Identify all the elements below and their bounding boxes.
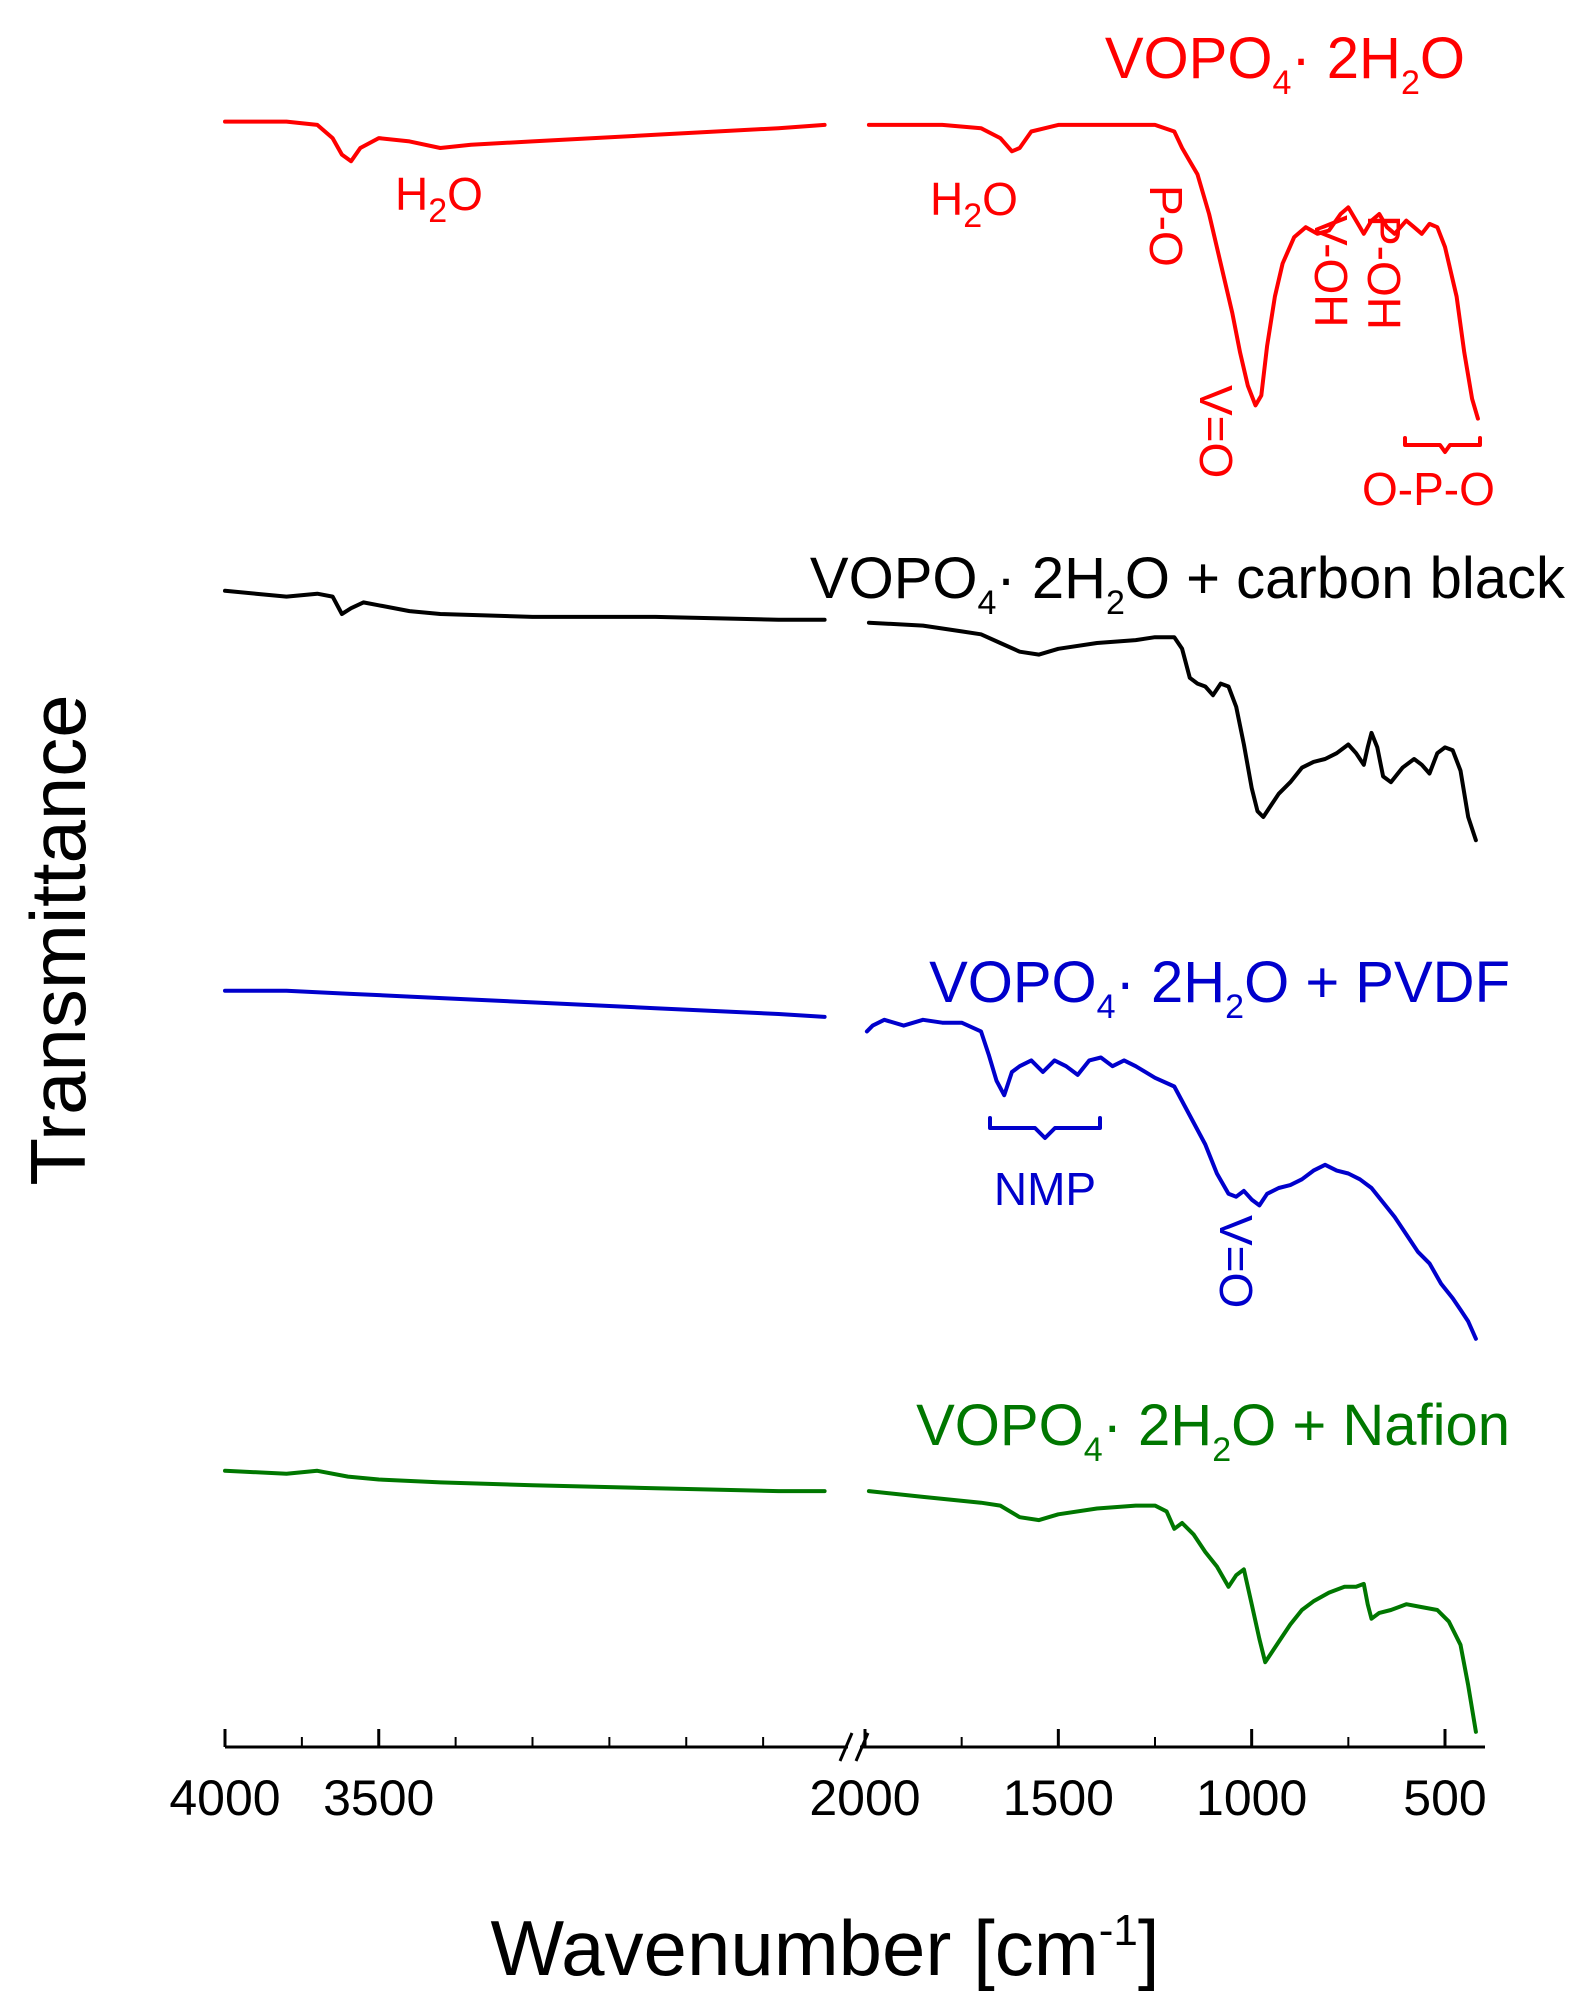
- y-axis-title: Transmittance: [14, 694, 102, 1185]
- series-label-text: O + carbon black: [1125, 546, 1566, 611]
- x-tick-label: 2000: [809, 1770, 920, 1826]
- series-line-2-R: [864, 1017, 1478, 1341]
- series-line-0-R: [866, 122, 1480, 421]
- series-line-3-R: [866, 1489, 1478, 1734]
- series-label-sub: 4: [1272, 64, 1291, 102]
- x-tick-label: 4000: [169, 1770, 280, 1826]
- x-tick-label: 3500: [323, 1770, 434, 1826]
- series-label-sub: 2: [1401, 64, 1420, 102]
- series-label-text: O + Nafion: [1231, 1393, 1510, 1458]
- series-label-sub: 2: [1212, 1431, 1231, 1469]
- annotation-red-0: H2O: [395, 168, 483, 230]
- spectra-group: [223, 119, 1480, 1734]
- series-line-2-L: [223, 988, 827, 1019]
- series-label-0: VOPO4· 2H2O: [1105, 26, 1465, 102]
- x-tick-label: 1000: [1196, 1770, 1307, 1826]
- series-label-text: O + PVDF: [1244, 950, 1510, 1015]
- annotation-red-5: P-OH: [1358, 215, 1410, 330]
- annotation-blue-0: NMP: [994, 1163, 1096, 1215]
- annotation-red-1: H2O: [930, 173, 1018, 235]
- annotation-red-2: P-O: [1140, 185, 1192, 267]
- series-label-sub: 4: [978, 584, 997, 622]
- series-label-text: O: [1420, 26, 1465, 91]
- series-label-sub: 4: [1084, 1431, 1103, 1469]
- series-label-text: VOPO: [929, 950, 1097, 1015]
- brace-red-opo: [1403, 436, 1482, 454]
- series-label-sub: 2: [1106, 584, 1125, 622]
- series-label-text: · 2H: [1116, 950, 1226, 1015]
- series-label-text: VOPO: [916, 1393, 1084, 1458]
- series-line-1-R: [866, 620, 1478, 843]
- annotation-red-6: O-P-O: [1362, 463, 1495, 515]
- series-line-0-L: [223, 119, 827, 164]
- series-label-text: VOPO: [1105, 26, 1273, 91]
- series-label-text: · 2H: [1103, 1393, 1213, 1458]
- series-label-1: VOPO4· 2H2O + carbon black: [810, 546, 1566, 622]
- x-axis: 4000 3500 2000 1500 1000 500 Wavenumber [cm-1]…: [14, 694, 1487, 1992]
- x-tick-label: 500: [1403, 1770, 1486, 1826]
- axis-break-gap: [848, 1741, 860, 1753]
- x-axis-title: Wavenumber [cm-1]: [490, 1904, 1159, 1992]
- series-label-text: VOPO: [810, 546, 978, 611]
- annotation-red-3: V=O: [1190, 385, 1242, 478]
- series-label-text: · 2H: [1291, 26, 1401, 91]
- annotation-red-4: V-OH: [1305, 215, 1357, 327]
- series-line-3-L: [223, 1468, 827, 1494]
- brace-blue-nmp: [988, 1116, 1102, 1140]
- series-label-2: VOPO4· 2H2O + PVDF: [929, 950, 1510, 1026]
- series-label-sub: 4: [1097, 988, 1116, 1026]
- annotation-blue-1: V=O: [1210, 1215, 1262, 1308]
- axis-break-mark: [838, 1732, 854, 1762]
- x-tick-label: 1500: [1003, 1770, 1114, 1826]
- series-label-sub: 2: [1225, 988, 1244, 1026]
- series-label-text: · 2H: [996, 546, 1106, 611]
- series-label-3: VOPO4· 2H2O + Nafion: [916, 1393, 1510, 1469]
- series-line-1-L: [223, 588, 827, 622]
